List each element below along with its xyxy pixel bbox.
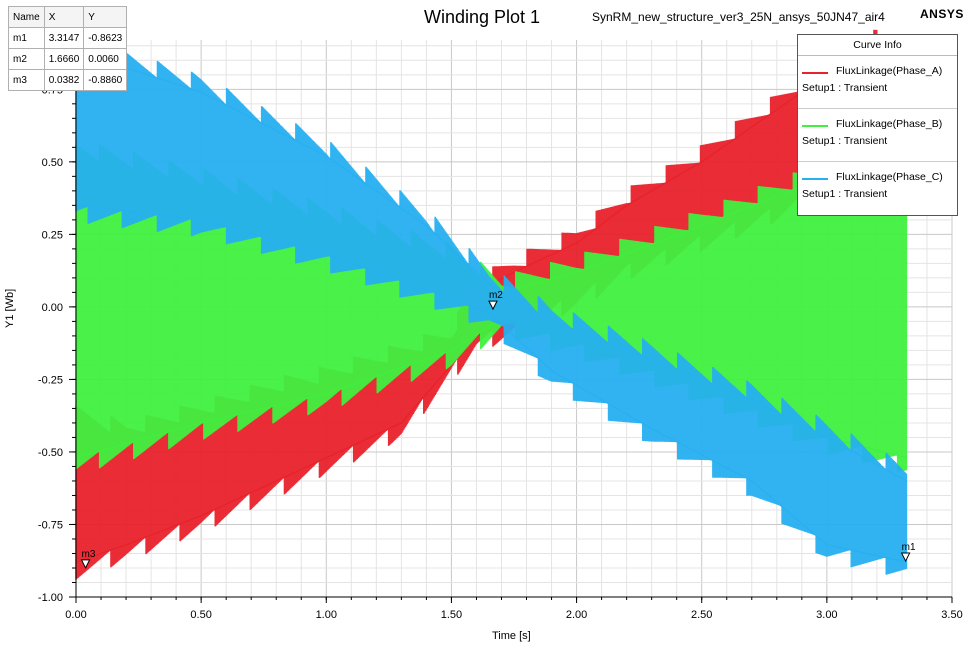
x-tick-label: 2.00 bbox=[566, 609, 587, 621]
series-lower-edge bbox=[75, 204, 908, 563]
legend-item-phase-c[interactable]: FluxLinkage(Phase_C) Setup1 : Transient bbox=[798, 162, 957, 214]
col-y: Y bbox=[83, 6, 128, 28]
legend-title: Curve Info bbox=[798, 35, 957, 56]
legend-setup: Setup1 : Transient bbox=[802, 82, 888, 94]
y-tick-label: 0.00 bbox=[42, 302, 63, 314]
marker-label: m1 bbox=[902, 542, 916, 553]
x-tick-label: 3.50 bbox=[941, 609, 962, 621]
marker-x: 3.3147 bbox=[43, 27, 85, 49]
y-tick-label: -0.25 bbox=[38, 374, 63, 386]
marker-triangle bbox=[80, 559, 91, 570]
x-tick-label: 0.50 bbox=[190, 609, 211, 621]
x-tick-label: 1.50 bbox=[441, 609, 462, 621]
y-tick-label: -0.75 bbox=[38, 519, 63, 531]
legend-series-name: FluxLinkage(Phase_C) bbox=[836, 171, 943, 183]
ansys-logo: ANSYS bbox=[920, 7, 964, 21]
x-tick-label: 3.00 bbox=[816, 609, 837, 621]
x-tick-label: 1.00 bbox=[316, 609, 337, 621]
marker-name: m2 bbox=[8, 48, 45, 70]
marker-triangle bbox=[488, 300, 498, 311]
legend-series-name: FluxLinkage(Phase_B) bbox=[836, 118, 943, 130]
y-tick-label: -0.50 bbox=[38, 447, 63, 459]
y-tick-label: 0.50 bbox=[42, 157, 63, 169]
table-row[interactable]: m3 0.0382 -0.8860 bbox=[8, 69, 128, 91]
marker-name: m3 bbox=[8, 69, 45, 91]
y-axis-label: Y1 [Wb] bbox=[4, 288, 16, 328]
marker-table-header: Name X Y bbox=[8, 6, 128, 28]
table-row[interactable]: m1 3.3147 -0.8623 bbox=[8, 27, 128, 49]
x-axis-label: Time [s] bbox=[492, 630, 531, 642]
legend-setup: Setup1 : Transient bbox=[802, 135, 888, 147]
marker-x: 1.6660 bbox=[43, 48, 85, 70]
legend-setup: Setup1 : Transient bbox=[802, 188, 888, 200]
curve-info-legend[interactable]: Curve Info FluxLinkage(Phase_A) Setup1 :… bbox=[797, 34, 958, 216]
legend-swatch bbox=[802, 178, 828, 180]
y-tick-label: 0.25 bbox=[42, 229, 63, 241]
legend-swatch bbox=[802, 125, 828, 127]
col-x: X bbox=[43, 6, 85, 28]
col-name: Name bbox=[8, 6, 45, 28]
markers: m1 m2 m3 bbox=[80, 290, 916, 570]
table-row[interactable]: m2 1.6660 0.0060 bbox=[8, 48, 128, 70]
legend-item-phase-b[interactable]: FluxLinkage(Phase_B) Setup1 : Transient bbox=[798, 109, 957, 162]
marker-y: -0.8860 bbox=[83, 69, 128, 91]
marker-m3: m3 bbox=[80, 549, 96, 570]
legend-swatch bbox=[802, 72, 828, 74]
chart-title: Winding Plot 1 bbox=[424, 7, 541, 27]
marker-label: m2 bbox=[489, 290, 503, 301]
design-name: SynRM_new_structure_ver3_25N_ansys_50JN4… bbox=[592, 10, 885, 24]
plot-series bbox=[75, 29, 908, 580]
axes: 0.00 0.50 1.00 1.50 2.00 2.50 3.00 3.50 -1.00 -0.… bbox=[38, 40, 963, 621]
series-upper-edge bbox=[75, 51, 908, 482]
y-tick-label: -1.00 bbox=[38, 592, 63, 604]
x-tick-label: 2.50 bbox=[691, 609, 712, 621]
x-tick-label: 0.00 bbox=[65, 609, 86, 621]
marker-name: m1 bbox=[8, 27, 45, 49]
marker-triangle bbox=[900, 552, 911, 563]
marker-table[interactable]: Name X Y m1 3.3147 -0.8623 m2 1.6660 0.0… bbox=[8, 6, 128, 91]
legend-item-phase-a[interactable]: FluxLinkage(Phase_A) Setup1 : Transient bbox=[798, 56, 957, 109]
marker-label: m3 bbox=[82, 549, 96, 560]
marker-x: 0.0382 bbox=[43, 69, 85, 91]
marker-y: -0.8623 bbox=[83, 27, 128, 49]
marker-m1: m1 bbox=[900, 542, 916, 563]
marker-y: 0.0060 bbox=[83, 48, 128, 70]
marker-m2: m2 bbox=[488, 290, 503, 311]
legend-series-name: FluxLinkage(Phase_A) bbox=[836, 65, 943, 77]
